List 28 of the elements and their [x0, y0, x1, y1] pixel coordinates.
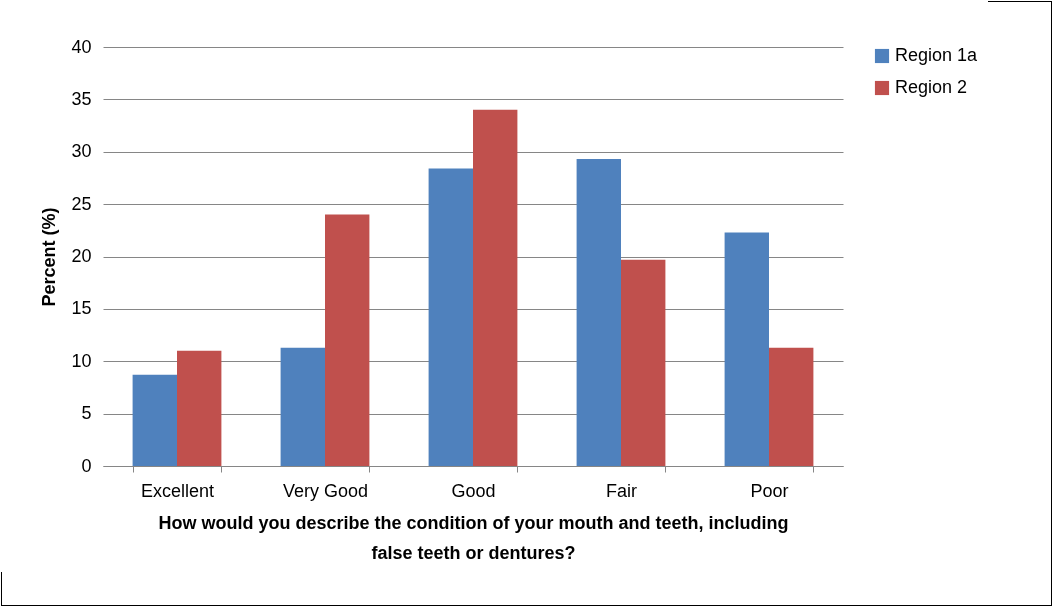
- y-tick-label: 5: [81, 403, 92, 424]
- bar: [428, 168, 473, 466]
- legend-label: Region 1a: [895, 45, 979, 65]
- bar: [769, 347, 814, 466]
- y-tick-label: 25: [71, 193, 92, 214]
- bar: [621, 259, 666, 466]
- bar: [473, 109, 518, 466]
- bar: [177, 350, 222, 466]
- x-tick-label: Fair: [606, 480, 637, 501]
- bar: [132, 374, 177, 466]
- y-axis-title: Percent (%): [39, 207, 60, 307]
- x-axis-title: How would you describe the condition of your mouth and teeth, including false teeth or dentures?: [158, 512, 789, 563]
- bar: [576, 159, 621, 466]
- x-tick-label: Excellent: [140, 480, 215, 501]
- x-tick-label: Good: [451, 480, 496, 501]
- y-tick-label: 15: [71, 298, 92, 319]
- y-tick-label: 20: [71, 246, 92, 266]
- y-tick-label: 10: [71, 350, 92, 371]
- y-tick-label: 40: [71, 36, 92, 57]
- y-tick-label: 30: [71, 141, 92, 162]
- y-tick-label: 0: [81, 455, 92, 476]
- x-tick-label: Poor: [750, 480, 789, 501]
- y-tick-label: 35: [71, 88, 92, 109]
- legend-label: Region 2: [895, 77, 968, 97]
- bar: [325, 214, 370, 466]
- bar: [280, 347, 325, 466]
- bar: [724, 232, 769, 466]
- x-tick-label: Very Good: [282, 480, 369, 501]
